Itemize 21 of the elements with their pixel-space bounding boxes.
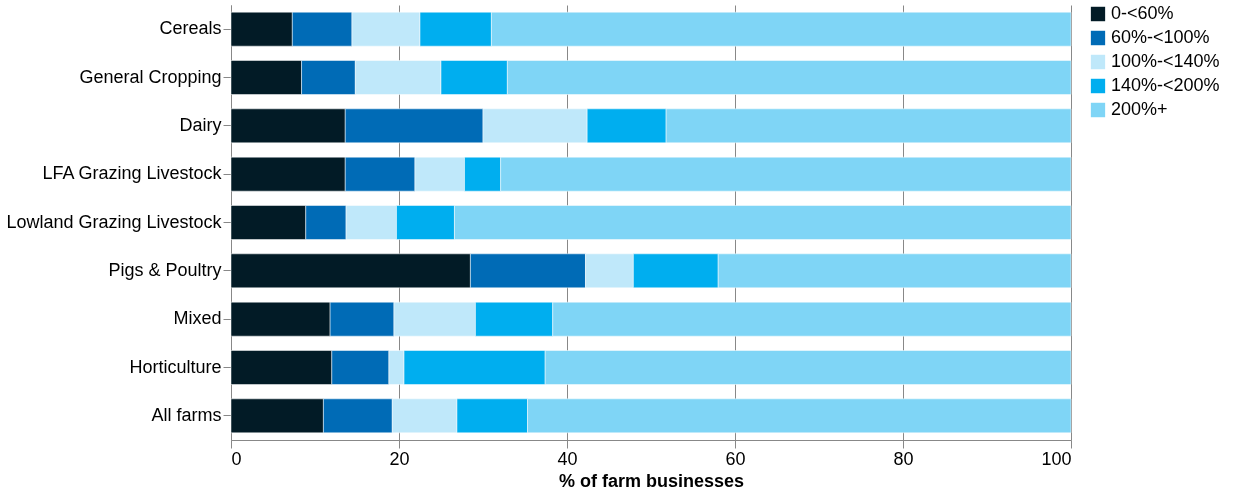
- x-tick-label: 80: [893, 448, 914, 469]
- y-tick-label: Horticulture: [129, 356, 222, 377]
- y-tick-label: Pigs & Poultry: [108, 259, 222, 280]
- legend-label: 0-<60%: [1111, 3, 1174, 23]
- y-tick-label: LFA Grazing Livestock: [42, 163, 223, 184]
- y-tick-label: Mixed: [173, 308, 222, 329]
- y-tick-label: Lowland Grazing Livestock: [6, 211, 223, 232]
- x-tick-label: 40: [557, 448, 578, 469]
- legend-label: 100%-<140%: [1111, 51, 1220, 71]
- legend-label: 60%-<100%: [1111, 27, 1210, 47]
- y-tick-label: Dairy: [179, 114, 222, 135]
- x-tick-label: 20: [389, 448, 410, 469]
- x-tick-label: 60: [725, 448, 746, 469]
- x-tick-label: 0: [231, 448, 242, 469]
- x-axis-title: % of farm businesses: [558, 470, 745, 491]
- legend-label: 200%+: [1111, 99, 1168, 119]
- y-tick-label: All farms: [151, 404, 222, 425]
- y-tick-label: General Cropping: [79, 66, 222, 87]
- x-tick-label: 100: [1041, 448, 1072, 469]
- y-tick-label: Cereals: [159, 18, 222, 39]
- legend-label: 140%-<200%: [1111, 75, 1220, 95]
